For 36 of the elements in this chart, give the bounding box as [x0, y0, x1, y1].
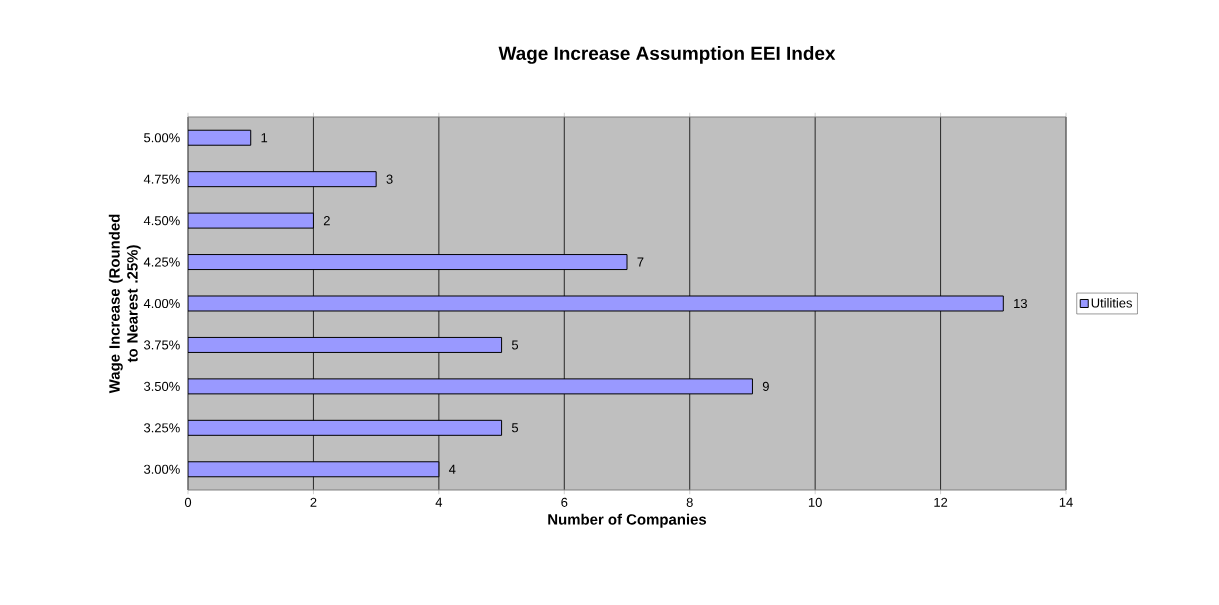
- chart-title: Wage Increase Assumption EEI Index: [498, 46, 836, 64]
- y-tick-label: 3.50%: [144, 381, 180, 391]
- x-tick-label: 4: [435, 497, 443, 507]
- y-tick-label: 3.75%: [144, 340, 180, 350]
- x-tick-label: 10: [808, 497, 822, 507]
- bar: [188, 419, 503, 436]
- bar: [188, 129, 252, 146]
- x-tick-label: 6: [561, 497, 568, 507]
- data-label: 3: [386, 174, 393, 184]
- bar: [188, 171, 377, 188]
- y-tick-label: 4.00%: [143, 298, 180, 309]
- data-label: 13: [1014, 298, 1027, 309]
- x-axis-title: Number of Companies: [548, 513, 707, 528]
- y-tick-label: 5.00%: [144, 133, 180, 143]
- data-label: 2: [323, 216, 330, 226]
- x-tick-label: 14: [1059, 497, 1073, 507]
- x-tick-label: 12: [934, 497, 948, 507]
- y-tick-label: 4.50%: [143, 216, 180, 226]
- data-label: 7: [637, 257, 644, 267]
- data-label: 9: [762, 381, 769, 391]
- y-tick-label: 3.00%: [144, 464, 180, 474]
- x-tick-label: 2: [310, 497, 317, 507]
- y-tick-label: 4.25%: [143, 257, 180, 267]
- data-label: 1: [261, 133, 268, 143]
- data-label: 4: [448, 464, 456, 474]
- data-label: 5: [511, 340, 519, 350]
- bar: [188, 461, 440, 478]
- data-label: 5: [511, 423, 519, 433]
- y-axis-title: Wage Increase (Rounded to Nearest .25%): [108, 214, 141, 394]
- x-tick-label: 0: [184, 497, 192, 507]
- y-tick-label: 4.75%: [143, 174, 180, 184]
- y-tick-label: 3.25%: [144, 423, 180, 433]
- x-tick-label: 8: [686, 497, 693, 507]
- bar: [188, 254, 628, 271]
- legend-label: Utilities: [1091, 298, 1132, 308]
- bar: [188, 336, 503, 353]
